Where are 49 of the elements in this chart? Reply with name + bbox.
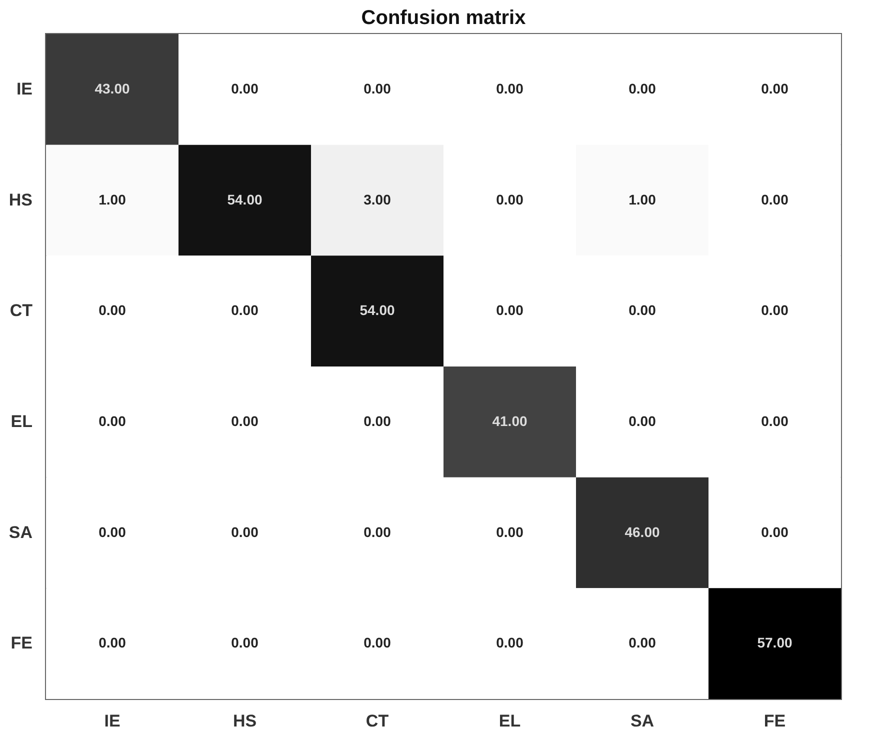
data-label: 1.00	[98, 191, 126, 208]
x-tick-label: HS	[232, 712, 257, 730]
data-label: 0.00	[496, 191, 524, 208]
data-label: 0.00	[628, 302, 656, 318]
data-label: 0.00	[231, 302, 259, 318]
data-label: 0.00	[761, 412, 789, 429]
data-label: 0.00	[761, 191, 789, 208]
data-label: 0.00	[496, 524, 524, 540]
data-label: 54.00	[360, 302, 395, 318]
data-label: 0.00	[98, 412, 126, 429]
data-label: 1.00	[628, 191, 656, 208]
x-tick-label: SA	[630, 712, 654, 730]
data-label: 43.00	[94, 80, 130, 96]
data-label: 0.00	[364, 80, 392, 96]
data-label: 0.00	[496, 302, 524, 318]
data-label: 3.00	[364, 191, 392, 208]
data-label: 0.00	[98, 302, 126, 318]
data-label: 54.00	[227, 191, 262, 208]
data-label: 57.00	[757, 634, 792, 651]
data-label: 0.00	[231, 412, 259, 429]
data-label: 0.00	[761, 524, 789, 540]
data-label: 0.00	[496, 634, 524, 651]
data-label: 0.00	[761, 80, 789, 96]
x-tick-label: CT	[366, 712, 390, 730]
y-tick-label: EL	[10, 412, 32, 431]
x-tick-label: EL	[498, 712, 521, 730]
y-tick-label: SA	[8, 522, 32, 542]
data-label: 0.00	[628, 634, 656, 651]
data-label: 0.00	[231, 524, 259, 540]
data-label: 0.00	[364, 412, 392, 429]
data-label: 0.00	[98, 634, 126, 651]
data-label: 46.00	[624, 524, 660, 540]
chart-title: Confusion matrix	[361, 7, 526, 29]
data-label: 41.00	[492, 412, 528, 429]
data-label: 0.00	[231, 634, 259, 651]
y-tick-label: FE	[10, 634, 32, 653]
y-tick-label: IE	[16, 79, 32, 98]
data-label: 0.00	[496, 80, 524, 96]
data-label: 0.00	[364, 524, 392, 540]
data-label: 0.00	[628, 412, 656, 429]
data-label: 0.00	[364, 634, 392, 651]
y-tick-label: CT	[10, 301, 34, 320]
data-label: 0.00	[761, 302, 789, 318]
y-tick-label: HS	[8, 190, 32, 210]
data-label: 0.00	[98, 524, 126, 540]
data-label: 0.00	[628, 80, 656, 96]
data-label: 0.00	[231, 80, 259, 96]
x-tick-label: IE	[104, 712, 120, 730]
x-tick-label: FE	[764, 712, 786, 730]
